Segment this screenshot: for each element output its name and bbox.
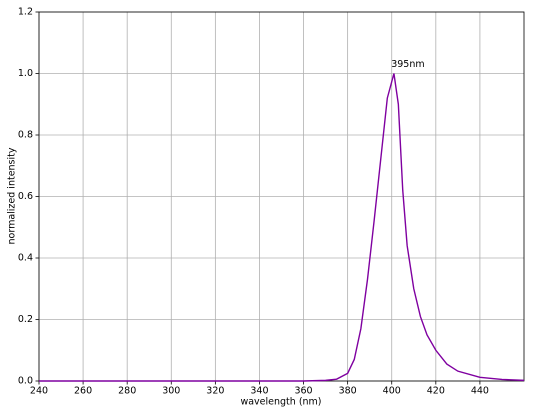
y-tick-label: 1.0: [18, 68, 33, 79]
y-tick-label: 0.0: [18, 376, 33, 387]
y-tick-label: 0.8: [18, 130, 33, 141]
x-tick-label: 420: [427, 386, 445, 397]
peak-annotation: 395nm: [391, 59, 424, 70]
x-tick-label: 440: [471, 386, 489, 397]
y-tick-label: 0.6: [18, 191, 33, 202]
spectrum-line: [39, 73, 525, 382]
x-tick-label: 280: [118, 386, 136, 397]
x-tick-label: 260: [74, 386, 92, 397]
y-tick-label: 1.2: [18, 7, 33, 18]
x-axis-label: wavelength (nm): [240, 397, 321, 408]
y-axis-label: normalized intensity: [7, 147, 18, 244]
x-tick-label: 340: [250, 386, 268, 397]
x-tick-label: 300: [162, 386, 180, 397]
y-tick-label: 0.4: [18, 253, 33, 264]
x-tick-label: 380: [339, 386, 357, 397]
x-tick-label: 240: [30, 386, 48, 397]
x-tick-label: 400: [383, 386, 401, 397]
y-tick-label: 0.2: [18, 314, 33, 325]
x-tick-label: 360: [294, 386, 312, 397]
x-tick-label: 320: [206, 386, 224, 397]
